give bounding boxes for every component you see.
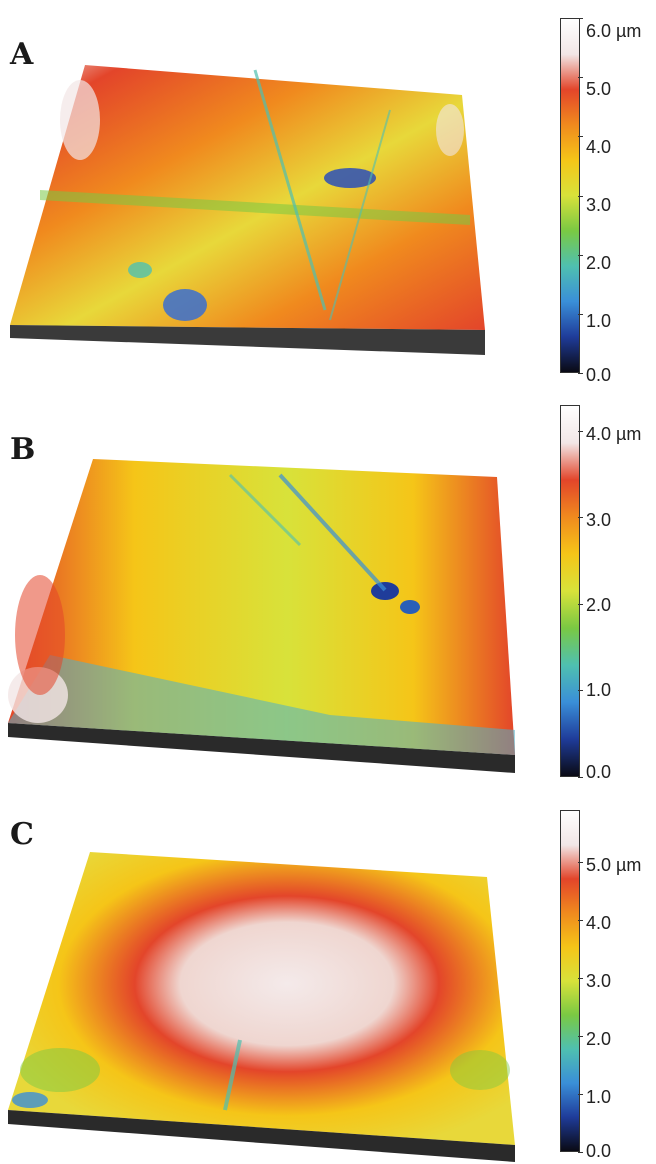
tick-mark xyxy=(578,690,583,692)
color-scale-bar-c xyxy=(560,810,580,1152)
tick-mark xyxy=(578,777,583,778)
tick-label: 4.0 xyxy=(586,137,612,157)
tick-label: 1.0 xyxy=(586,680,612,700)
tick-label: 5.0 xyxy=(586,79,612,99)
tick-mark xyxy=(578,978,583,980)
tick-label: 2.0 xyxy=(586,1029,612,1049)
tick-label: 4.0 µm xyxy=(586,424,642,444)
color-scale-bar-a xyxy=(560,18,580,373)
tick-mark xyxy=(578,430,583,432)
tick-mark xyxy=(578,18,583,19)
tick-mark xyxy=(578,920,583,922)
surface-side-b xyxy=(8,723,515,773)
tick-mark xyxy=(578,313,583,315)
surface-map-c xyxy=(8,852,515,1162)
surface-map-b xyxy=(8,459,515,773)
surface-side-c xyxy=(8,1110,515,1162)
panel-a: A 6.0 µm 5.0 4.0 3.0 2.0 1.0 0.0 xyxy=(0,0,656,385)
panel-c: C 5.0 µm 4.0 3.0 2.0 1.0 0.0 xyxy=(0,790,656,1164)
tick-label: 0.0 xyxy=(586,762,612,782)
tick-mark xyxy=(578,862,583,864)
tick-mark xyxy=(578,195,583,197)
tick-label: 2.0 xyxy=(586,253,612,273)
tick-label: 2.0 xyxy=(586,595,612,615)
tick-label: 6.0 µm xyxy=(586,21,642,41)
tick-mark xyxy=(578,1036,583,1038)
tick-label: 5.0 µm xyxy=(586,855,642,875)
tick-label: 0.0 xyxy=(586,1141,612,1161)
tick-label: 1.0 xyxy=(586,311,612,331)
tick-mark xyxy=(578,373,583,374)
tick-label: 4.0 xyxy=(586,913,612,933)
panel-b: B 4.0 µm 3.0 2.0 1.0 0.0 xyxy=(0,385,656,790)
tick-label: 0.0 xyxy=(586,365,612,385)
tick-label: 3.0 xyxy=(586,510,612,530)
tick-label: 3.0 xyxy=(586,971,612,991)
tick-mark xyxy=(578,254,583,256)
panel-label: A xyxy=(10,37,34,72)
tick-mark xyxy=(578,1094,583,1096)
surface-map-a xyxy=(10,65,485,355)
panel-label: B xyxy=(10,432,36,467)
color-scale-bar-b xyxy=(560,405,580,777)
tick-mark xyxy=(578,1152,583,1153)
tick-mark xyxy=(578,136,583,138)
tick-mark xyxy=(578,77,583,79)
tick-label: 1.0 xyxy=(586,1087,612,1107)
surface-side-a xyxy=(10,325,485,355)
surface-top-c xyxy=(8,852,515,1145)
tick-label: 3.0 xyxy=(586,195,612,215)
tick-mark xyxy=(578,603,583,605)
panel-label: C xyxy=(10,817,34,852)
surface-top-a xyxy=(10,65,485,330)
tick-mark xyxy=(578,517,583,519)
